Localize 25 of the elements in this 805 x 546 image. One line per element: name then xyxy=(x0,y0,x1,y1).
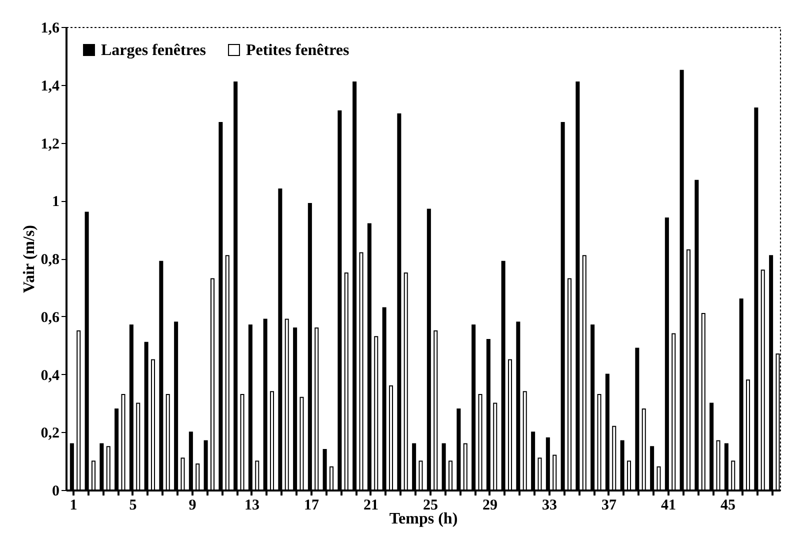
y-tick-label: 0,8 xyxy=(40,252,60,268)
x-tick-label: 9 xyxy=(188,498,196,514)
x-tick-label: 25 xyxy=(422,498,438,514)
legend-label: Larges fenêtres xyxy=(101,42,206,59)
legend-label: Petites fenêtres xyxy=(246,42,350,59)
x-axis-title: Temps (h) xyxy=(389,510,458,528)
x-tick-label: 41 xyxy=(660,498,676,514)
x-tick-label: 1 xyxy=(70,498,78,514)
x-tick-label: 17 xyxy=(304,498,320,514)
x-tick-label: 29 xyxy=(482,498,498,514)
y-tick-label: 0 xyxy=(52,484,60,500)
y-tick-label: 1 xyxy=(52,194,60,210)
x-tick-label: 37 xyxy=(601,498,617,514)
y-tick-label: 1,6 xyxy=(40,20,60,36)
x-tick-label: 45 xyxy=(720,498,736,514)
y-axis-title: Vair (m/s) xyxy=(20,225,38,293)
y-tick-label: 0,6 xyxy=(40,310,60,326)
x-tick-label: 13 xyxy=(244,498,260,514)
x-tick-label: 5 xyxy=(129,498,137,514)
y-tick-label: 1,4 xyxy=(40,78,60,94)
y-tick-label: 1,2 xyxy=(40,136,60,152)
x-tick-label: 33 xyxy=(542,498,557,514)
y-tick-label: 0,2 xyxy=(40,426,60,442)
x-tick-label: 21 xyxy=(363,498,378,514)
y-tick-label: 0,4 xyxy=(40,368,60,384)
